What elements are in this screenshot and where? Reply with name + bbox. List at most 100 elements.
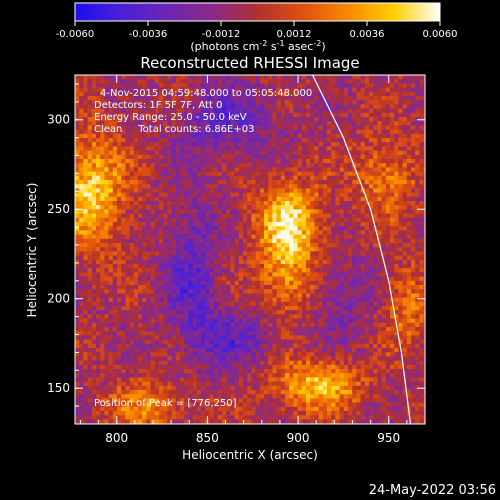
heatmap-pixel: [352, 264, 357, 269]
heatmap-pixel: [209, 217, 214, 223]
heatmap-pixel: [280, 112, 286, 118]
heatmap-pixel: [289, 272, 294, 277]
heatmap-pixel: [423, 201, 425, 206]
heatmap-pixel: [180, 100, 185, 105]
heatmap-pixel: [96, 146, 101, 151]
heatmap-pixel: [75, 163, 80, 168]
heatmap-pixel: [402, 297, 408, 303]
heatmap-pixel: [415, 175, 420, 181]
heatmap-pixel: [226, 230, 231, 235]
heatmap-pixel: [310, 79, 315, 84]
heatmap-pixel: [306, 180, 311, 185]
heatmap-pixel: [385, 163, 391, 168]
heatmap-pixel: [419, 91, 424, 97]
heatmap-pixel: [142, 322, 147, 328]
heatmap-pixel: [121, 276, 126, 282]
heatmap-pixel: [352, 293, 357, 298]
heatmap-pixel: [96, 322, 101, 328]
heatmap-pixel: [180, 226, 185, 231]
heatmap-pixel: [259, 285, 265, 290]
heatmap-pixel: [83, 96, 88, 101]
heatmap-pixel: [108, 96, 114, 101]
heatmap-pixel: [297, 75, 303, 80]
heatmap-pixel: [381, 117, 387, 122]
heatmap-pixel: [373, 301, 378, 307]
heatmap-pixel: [243, 192, 248, 198]
heatmap-pixel: [322, 289, 328, 294]
heatmap-pixel: [301, 154, 307, 160]
heatmap-pixel: [385, 264, 391, 269]
heatmap-pixel: [327, 213, 332, 219]
heatmap-pixel: [259, 226, 265, 231]
heatmap-pixel: [377, 96, 382, 101]
heatmap-pixel: [331, 117, 336, 122]
heatmap-pixel: [348, 117, 353, 122]
heatmap-pixel: [352, 100, 357, 105]
heatmap-pixel: [285, 91, 290, 97]
heatmap-pixel: [335, 121, 340, 126]
heatmap-pixel: [75, 255, 80, 261]
heatmap-pixel: [373, 238, 378, 244]
heatmap-pixel: [209, 121, 214, 126]
heatmap-pixel: [415, 196, 420, 202]
heatmap-pixel: [243, 117, 248, 122]
heatmap-pixel: [419, 318, 424, 324]
heatmap-pixel: [360, 75, 366, 80]
heatmap-pixel: [289, 209, 294, 214]
heatmap-pixel: [96, 251, 101, 256]
heatmap-pixel: [415, 133, 420, 139]
heatmap-pixel: [419, 272, 424, 277]
heatmap-pixel: [125, 117, 130, 122]
heatmap-pixel: [394, 142, 399, 147]
heatmap-pixel: [150, 117, 156, 122]
heatmap-pixel: [100, 217, 105, 223]
heatmap-pixel: [205, 222, 210, 227]
heatmap-pixel: [306, 175, 311, 181]
heatmap-pixel: [390, 213, 395, 219]
heatmap-pixel: [364, 276, 370, 282]
heatmap-pixel: [226, 125, 231, 130]
heatmap-pixel: [175, 280, 181, 286]
heatmap-pixel: [381, 301, 387, 307]
heatmap-pixel: [104, 163, 109, 168]
heatmap-pixel: [310, 117, 315, 122]
heatmap-pixel: [142, 226, 147, 231]
heatmap-pixel: [201, 272, 206, 277]
heatmap-pixel: [373, 196, 378, 202]
heatmap-pixel: [364, 301, 370, 307]
heatmap-pixel: [192, 163, 198, 168]
heatmap-pixel: [268, 259, 273, 265]
heatmap-pixel: [318, 310, 324, 315]
heatmap-pixel: [91, 180, 97, 185]
heatmap-pixel: [222, 192, 227, 198]
heatmap-pixel: [209, 226, 214, 231]
heatmap-pixel: [117, 301, 122, 307]
heatmap-pixel: [360, 192, 366, 198]
heatmap-pixel: [247, 159, 252, 164]
heatmap-pixel: [385, 180, 391, 185]
heatmap-pixel: [289, 247, 294, 252]
heatmap-pixel: [360, 310, 366, 315]
heatmap-pixel: [415, 180, 420, 185]
heatmap-pixel: [310, 159, 315, 164]
heatmap-pixel: [339, 104, 345, 109]
heatmap-pixel: [159, 306, 164, 311]
heatmap-pixel: [163, 154, 168, 160]
heatmap-pixel: [285, 243, 290, 248]
heatmap-pixel: [125, 184, 130, 189]
heatmap-pixel: [205, 150, 210, 156]
heatmap-pixel: [163, 171, 168, 177]
heatmap-pixel: [230, 243, 235, 248]
heatmap-pixel: [327, 255, 332, 261]
heatmap-pixel: [138, 285, 143, 290]
heatmap-pixel: [100, 280, 105, 286]
heatmap-pixel: [96, 222, 101, 227]
heatmap-pixel: [146, 104, 151, 109]
heatmap-pixel: [411, 234, 416, 240]
heatmap-pixel: [272, 310, 277, 315]
heatmap-pixel: [213, 87, 219, 93]
heatmap-pixel: [381, 314, 387, 319]
heatmap-pixel: [314, 171, 319, 177]
heatmap-pixel: [318, 247, 324, 252]
heatmap-pixel: [175, 251, 181, 256]
